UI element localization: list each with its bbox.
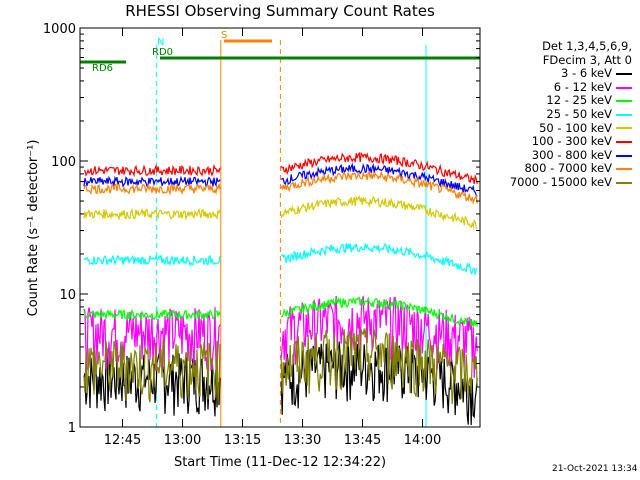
y-tick-label: 1 (68, 421, 76, 436)
legend-label: 25 - 50 keV (546, 106, 612, 121)
legend-swatch (616, 154, 632, 157)
legend-item: 12 - 25 keV (482, 94, 632, 108)
y-tick-label: 1000 (43, 22, 76, 37)
legend-swatch (616, 113, 632, 116)
legend-label: 300 - 800 keV (531, 147, 612, 162)
legend-swatch (616, 140, 632, 143)
legend-item: 7000 - 15000 keV (482, 174, 632, 190)
legend-swatch (616, 100, 632, 103)
legend-swatch (616, 86, 632, 89)
series-line-4 (83, 194, 478, 230)
flag-label-rd0: RD0 (152, 47, 173, 58)
legend-swatch (616, 168, 632, 171)
legend-swatch (616, 181, 632, 184)
flag-label-n: N (157, 37, 164, 48)
legend-item: 100 - 300 keV (482, 135, 632, 149)
legend-header-line-2: FDecim 3, Att 0 (542, 52, 632, 67)
legend-label: 100 - 300 keV (531, 134, 612, 149)
series-line-2 (83, 296, 478, 327)
generated-timestamp: 21-Oct-2021 13:34 (552, 464, 638, 474)
legend-item: 800 - 7000 keV (482, 162, 632, 176)
legend-label: 7000 - 15000 keV (509, 174, 612, 189)
series-line-8 (83, 327, 478, 405)
legend-item: 300 - 800 keV (482, 147, 632, 163)
legend-item: 6 - 12 keV (482, 79, 632, 95)
chart-title: RHESSI Observing Summary Count Rates (125, 2, 435, 20)
legend-item: 3 - 6 keV (482, 67, 632, 81)
legend-label: 6 - 12 keV (553, 79, 612, 94)
x-tick-label: 13:45 (344, 433, 381, 448)
axis-layer: 1 10 100 1000 12:45 13:00 13:15 13:30 13:45 14:00 (43, 22, 480, 448)
plot-frame (79, 27, 481, 428)
x-axis-label: Start Time (11-Dec-12 12:34:22) (174, 455, 386, 470)
legend-label: 3 - 6 keV (561, 66, 612, 81)
y-tick-label: 100 (51, 155, 76, 170)
legend-swatch (616, 127, 632, 130)
x-tick-label: 13:30 (284, 433, 321, 448)
series-line-7 (83, 170, 478, 205)
series-line-5 (83, 151, 478, 185)
legend-item: 25 - 50 keV (482, 106, 632, 122)
legend-label: 12 - 25 keV (546, 93, 612, 108)
x-tick-label: 14:00 (404, 433, 441, 448)
legend-item: 50 - 100 keV (482, 120, 632, 136)
x-tick-label: 12:45 (104, 433, 141, 448)
legend: Det 1,3,4,5,6,9, FDecim 3, Att 0 3 - 6 k… (482, 39, 632, 190)
legend-swatch (616, 72, 632, 75)
series-line-6 (83, 162, 478, 197)
legend-rows: 3 - 6 keV 6 - 12 keV 12 - 25 keV 25 - 50 ke… (482, 67, 632, 189)
legend-label: 50 - 100 keV (539, 120, 612, 135)
legend-label: 800 - 7000 keV (524, 161, 612, 176)
x-tick-label: 13:00 (164, 433, 201, 448)
y-tick-label: 10 (59, 288, 76, 303)
y-axis-label: Count Rate (s⁻¹ detector⁻¹) (26, 140, 41, 317)
data-layer: N S RD0 RD6 (79, 30, 481, 427)
series-line-3 (83, 243, 478, 275)
flag-label-s: S (221, 30, 227, 41)
flag-label-rd6: RD6 (92, 63, 113, 74)
x-tick-label: 13:15 (224, 433, 261, 448)
legend-header-line-1: Det 1,3,4,5,6,9, (542, 39, 632, 53)
